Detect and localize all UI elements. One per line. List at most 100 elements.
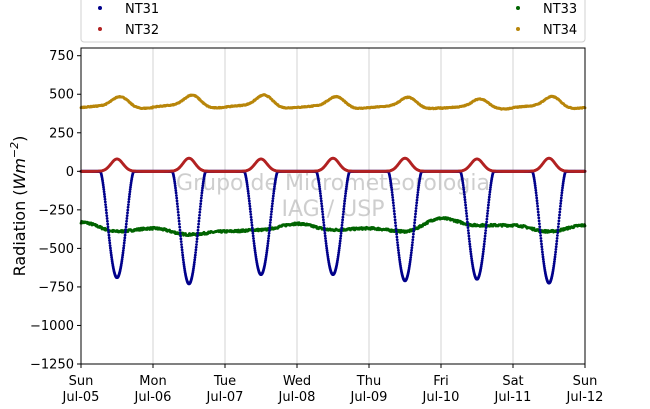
x-tick-label: Tue — [213, 374, 236, 389]
data-point — [554, 245, 558, 249]
data-point — [102, 190, 106, 194]
data-point — [411, 238, 415, 242]
data-point — [175, 202, 179, 206]
data-point — [340, 223, 344, 227]
data-point — [461, 181, 465, 185]
data-point — [536, 210, 540, 214]
data-point — [559, 199, 563, 203]
data-point — [537, 213, 540, 217]
data-point — [271, 194, 275, 198]
data-point — [391, 201, 395, 205]
data-point — [467, 237, 471, 241]
data-point — [265, 246, 269, 250]
data-point — [464, 206, 468, 210]
data-point — [408, 260, 412, 264]
data-point — [247, 197, 251, 200]
data-point — [338, 244, 341, 248]
data-point — [463, 193, 466, 196]
data-point — [464, 203, 467, 207]
plot-frame — [80, 47, 586, 365]
data-point — [106, 225, 110, 229]
data-point — [273, 185, 276, 189]
data-point — [322, 218, 325, 222]
data-point — [248, 207, 252, 211]
data-point — [271, 197, 275, 200]
data-point — [561, 184, 565, 188]
data-point — [462, 188, 466, 192]
data-point — [250, 223, 254, 227]
legend-label-nt31: NT31 — [125, 2, 159, 17]
data-point — [390, 188, 394, 192]
data-point — [108, 239, 111, 242]
data-point — [397, 253, 401, 257]
data-point — [486, 212, 489, 215]
data-point — [415, 201, 419, 205]
data-point — [247, 194, 251, 198]
data-point — [320, 204, 324, 208]
data-point — [103, 195, 107, 199]
data-point — [556, 228, 560, 232]
x-tick-label: Fri — [433, 374, 449, 389]
data-point — [465, 212, 468, 215]
data-point — [485, 214, 489, 218]
data-point — [175, 196, 179, 200]
data-point — [461, 183, 465, 187]
data-point — [324, 239, 328, 243]
data-point — [539, 239, 543, 243]
data-point — [410, 246, 414, 250]
data-point — [246, 189, 250, 193]
data-point — [342, 210, 345, 214]
data-point — [196, 231, 200, 235]
x-tick-label: Wed — [283, 374, 311, 389]
legend-label-nt33: NT33 — [543, 2, 577, 17]
data-point — [121, 255, 124, 259]
data-point — [319, 197, 323, 200]
data-point — [179, 237, 183, 241]
data-point — [177, 213, 180, 217]
data-point — [342, 204, 346, 208]
data-point — [325, 244, 328, 248]
plot-area — [81, 48, 585, 364]
data-point — [248, 202, 252, 206]
data-point — [489, 183, 493, 187]
data-point — [534, 186, 537, 190]
data-point — [408, 262, 412, 266]
data-point — [123, 239, 126, 242]
data-point — [121, 253, 125, 257]
legend-marker — [98, 6, 102, 10]
data-point — [121, 251, 125, 255]
y-tick-label: 0 — [66, 165, 74, 180]
data-point — [481, 254, 485, 258]
data-point — [322, 226, 326, 230]
data-point — [392, 204, 395, 207]
data-point — [484, 223, 488, 227]
data-point — [123, 236, 127, 240]
data-point — [488, 193, 491, 196]
data-point — [323, 231, 327, 235]
data-point — [482, 247, 485, 251]
data-point — [247, 192, 250, 195]
data-point — [126, 208, 130, 212]
data-point — [413, 215, 417, 219]
data-point — [392, 209, 396, 213]
data-point — [178, 228, 182, 232]
data-point — [128, 187, 132, 191]
data-point — [250, 218, 253, 222]
data-point — [555, 242, 558, 246]
y-tick-label: −250 — [38, 203, 74, 218]
data-point — [176, 205, 180, 208]
data-point — [539, 234, 542, 237]
data-point — [464, 209, 468, 213]
data-point — [416, 193, 419, 197]
data-point — [317, 183, 321, 186]
data-point — [468, 242, 472, 246]
data-point — [265, 251, 269, 255]
data-point — [270, 207, 274, 211]
data-point — [391, 198, 395, 202]
data-point — [123, 233, 127, 237]
data-point — [462, 190, 466, 194]
x-tick-label: Thu — [356, 374, 381, 389]
data-point — [178, 231, 182, 235]
data-point — [110, 255, 113, 259]
data-point — [125, 217, 129, 220]
